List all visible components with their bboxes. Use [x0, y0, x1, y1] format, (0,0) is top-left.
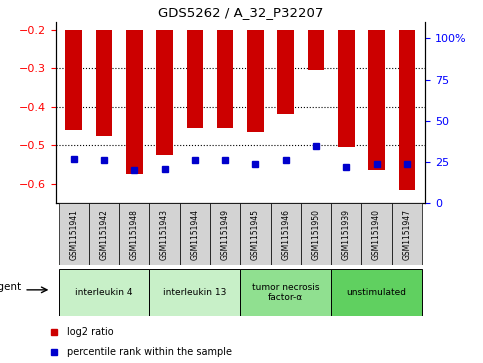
- Bar: [361, 203, 392, 265]
- Text: agent: agent: [0, 282, 21, 293]
- Text: unstimulated: unstimulated: [347, 288, 407, 297]
- Bar: [270, 203, 301, 265]
- Bar: [331, 269, 422, 316]
- Title: GDS5262 / A_32_P32207: GDS5262 / A_32_P32207: [157, 6, 323, 19]
- Bar: [338, 29, 355, 147]
- Text: GSM1151947: GSM1151947: [402, 209, 412, 260]
- Bar: [58, 203, 89, 265]
- Text: GSM1151946: GSM1151946: [281, 209, 290, 260]
- Bar: [89, 203, 119, 265]
- Bar: [308, 29, 325, 70]
- Bar: [186, 29, 203, 128]
- Bar: [331, 203, 361, 265]
- Bar: [247, 29, 264, 132]
- Text: log2 ratio: log2 ratio: [67, 327, 114, 337]
- Text: percentile rank within the sample: percentile rank within the sample: [67, 347, 232, 357]
- Text: GSM1151943: GSM1151943: [160, 209, 169, 260]
- Text: GSM1151940: GSM1151940: [372, 209, 381, 260]
- Text: GSM1151941: GSM1151941: [69, 209, 78, 260]
- Bar: [149, 203, 180, 265]
- Text: tumor necrosis
factor-α: tumor necrosis factor-α: [252, 282, 319, 302]
- Bar: [119, 203, 149, 265]
- Bar: [58, 269, 149, 316]
- Bar: [392, 203, 422, 265]
- Bar: [368, 29, 385, 171]
- Bar: [210, 203, 241, 265]
- Bar: [301, 203, 331, 265]
- Bar: [156, 29, 173, 155]
- Text: GSM1151945: GSM1151945: [251, 209, 260, 260]
- Text: GSM1151944: GSM1151944: [190, 209, 199, 260]
- Text: GSM1151949: GSM1151949: [221, 209, 229, 260]
- Text: GSM1151948: GSM1151948: [130, 209, 139, 260]
- Bar: [398, 29, 415, 190]
- Text: GSM1151942: GSM1151942: [99, 209, 109, 260]
- Bar: [126, 29, 142, 174]
- Bar: [149, 269, 241, 316]
- Text: interleukin 13: interleukin 13: [163, 288, 227, 297]
- Text: interleukin 4: interleukin 4: [75, 288, 133, 297]
- Bar: [96, 29, 113, 136]
- Bar: [180, 203, 210, 265]
- Bar: [217, 29, 233, 128]
- Text: GSM1151950: GSM1151950: [312, 209, 321, 260]
- Text: GSM1151939: GSM1151939: [342, 209, 351, 260]
- Bar: [65, 29, 82, 130]
- Bar: [241, 269, 331, 316]
- Bar: [241, 203, 270, 265]
- Bar: [277, 29, 294, 114]
